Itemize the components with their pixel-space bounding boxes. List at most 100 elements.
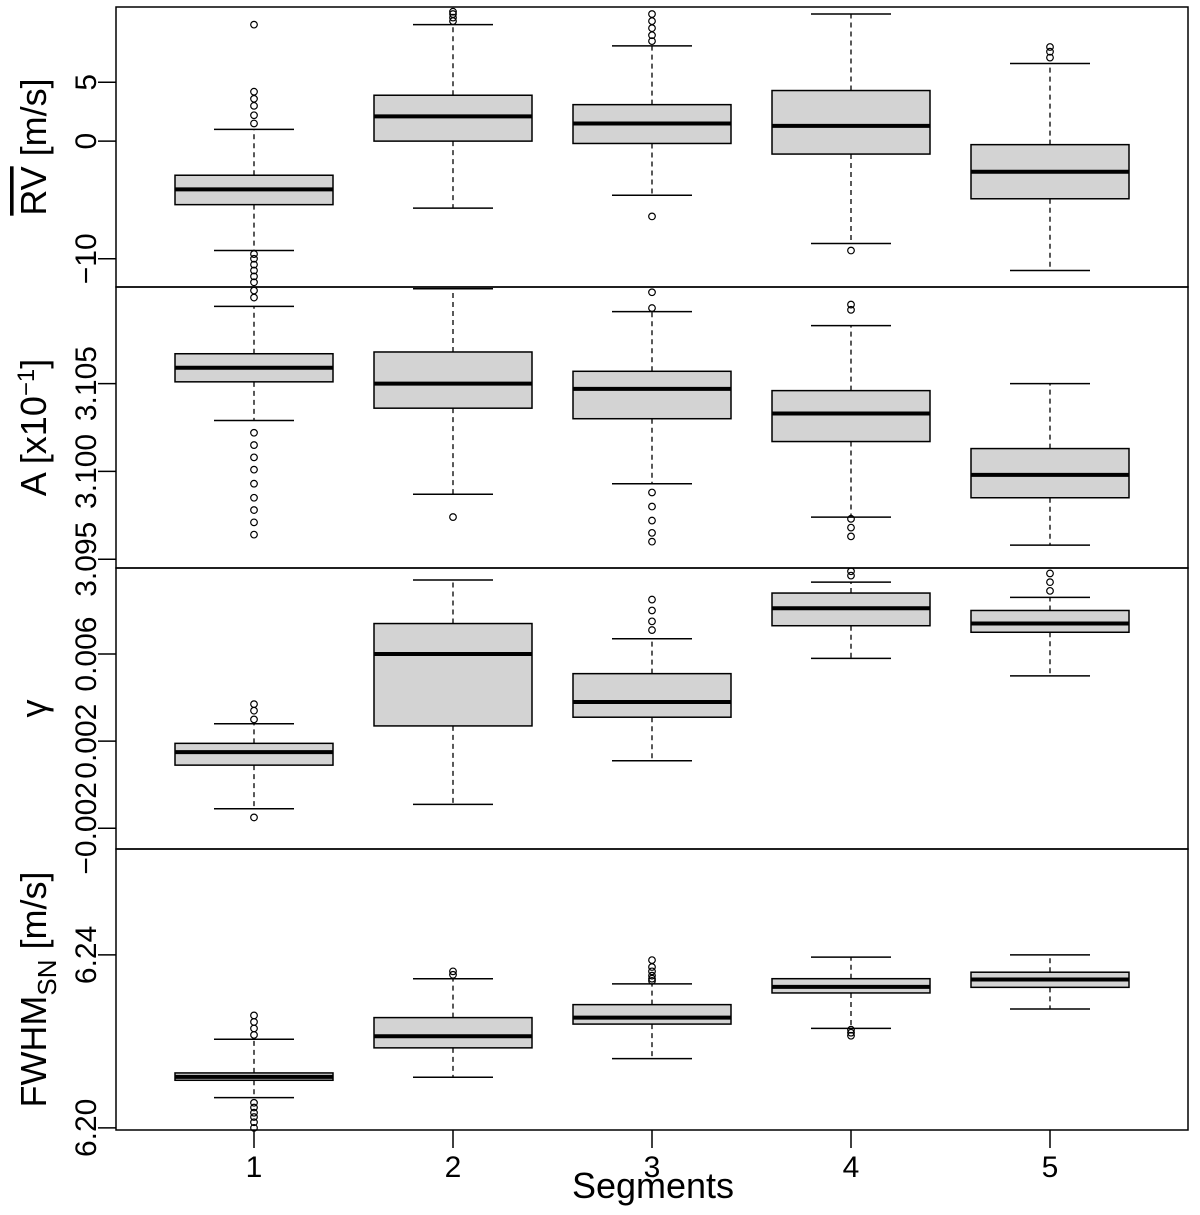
y-title-end: ] <box>13 359 54 369</box>
outlier-point <box>250 813 258 822</box>
y-title-main: FWHM <box>13 996 54 1108</box>
outlier-point <box>847 567 855 576</box>
box-A-1 <box>174 286 334 539</box>
iqr-box <box>373 622 533 727</box>
outlier-point <box>250 119 258 128</box>
box-A-2 <box>373 288 533 521</box>
outlier-point <box>250 479 258 488</box>
outlier-point <box>648 956 656 965</box>
outlier-point <box>250 1024 258 1033</box>
box-rv-2 <box>373 7 533 209</box>
box-fwhm-5 <box>970 954 1130 1010</box>
box-fwhm-4 <box>771 956 931 1040</box>
outlier-point <box>1046 43 1054 51</box>
panel-frame-A <box>115 286 1189 569</box>
outlier-point <box>250 530 258 539</box>
box-A-3 <box>572 288 732 546</box>
outlier-point <box>250 441 258 449</box>
x-tick-label: 3 <box>644 1151 661 1184</box>
outlier-point <box>648 974 656 983</box>
outlier-point <box>250 94 258 103</box>
panel-A: 3.095 3.100 3.105 A [x10−1] <box>13 286 1189 597</box>
x-tick-label: 4 <box>843 1151 860 1184</box>
outlier-point <box>648 288 656 297</box>
box-rv-5 <box>970 43 1130 272</box>
outlier-point <box>449 10 457 18</box>
box-fwhm-2 <box>373 967 533 1079</box>
outlier-point <box>250 278 258 287</box>
box-rv-3 <box>572 10 732 221</box>
box-gamma-4 <box>771 567 931 660</box>
outlier-point <box>1046 578 1054 587</box>
iqr-box <box>572 370 732 420</box>
y-title-main: γ <box>13 700 54 718</box>
iqr-box <box>572 1003 732 1025</box>
y-axis-title-rv: RV [m/s] <box>13 78 54 215</box>
outlier-point <box>250 101 258 110</box>
iqr-box <box>373 1016 533 1049</box>
y-tick-label-A: 3.100 <box>70 434 103 509</box>
outlier-point <box>250 493 258 502</box>
y-axis-title-fwhm: FWHMSN [m/s] <box>13 871 62 1107</box>
x-tick-label: 5 <box>1042 1151 1059 1184</box>
x-tick-label: 2 <box>445 1151 462 1184</box>
outlier-point <box>250 250 258 258</box>
outlier-point <box>250 518 258 527</box>
box-gamma-3 <box>572 595 732 762</box>
outlier-point <box>1046 53 1054 62</box>
outlier-point <box>250 1108 258 1117</box>
y-tick-label-rv: 0 <box>70 133 103 150</box>
outlier-point <box>250 1098 258 1107</box>
box-gamma-2 <box>373 579 533 806</box>
outlier-point <box>648 537 656 546</box>
outlier-point <box>250 506 258 514</box>
iqr-box <box>174 742 334 766</box>
panel-frame-fwhm <box>115 848 1189 1131</box>
box-rv-1 <box>174 20 334 287</box>
outlier-point <box>250 1118 258 1127</box>
outlier-point <box>847 305 855 314</box>
outlier-point <box>648 304 656 312</box>
iqr-box <box>572 672 732 718</box>
outlier-point <box>250 286 258 295</box>
outlier-point <box>847 514 855 523</box>
x-axis-title: Segments <box>572 1165 734 1206</box>
outlier-point <box>449 7 457 16</box>
panel-rv: −10 0 5 RV [m/s] <box>13 6 1189 288</box>
outlier-point <box>648 10 656 18</box>
outlier-point <box>648 971 656 980</box>
outlier-point <box>648 17 656 26</box>
outlier-point <box>648 967 656 976</box>
box-A-4 <box>771 300 931 541</box>
y-title-superscript: −1 <box>13 369 40 396</box>
outlier-point <box>847 246 855 255</box>
y-title-main: RV <box>13 166 54 215</box>
outlier-point <box>250 1103 258 1112</box>
outlier-point <box>648 502 656 511</box>
outlier-point <box>847 300 855 309</box>
outlier-point <box>250 254 258 263</box>
y-title-unit: [m/s] <box>13 871 54 959</box>
outlier-point <box>449 967 457 976</box>
outlier-point <box>449 970 457 979</box>
outlier-point <box>847 532 855 541</box>
outlier-point <box>648 528 656 537</box>
outlier-point <box>648 606 656 615</box>
y-tick-label-rv: −10 <box>70 233 103 284</box>
outlier-point <box>648 595 656 604</box>
y-title-unit: [m/s] <box>13 78 54 166</box>
outlier-point <box>648 37 656 46</box>
y-title-subscript: SN <box>32 959 62 995</box>
outlier-point <box>847 571 855 580</box>
outlier-point <box>648 24 656 33</box>
outlier-point <box>250 20 258 29</box>
outlier-point <box>847 523 855 532</box>
outlier-point <box>250 1030 258 1039</box>
outlier-point <box>648 516 656 525</box>
outlier-point <box>648 617 656 626</box>
outlier-point <box>648 963 656 971</box>
outlier-point <box>648 976 656 985</box>
iqr-box <box>771 89 931 155</box>
